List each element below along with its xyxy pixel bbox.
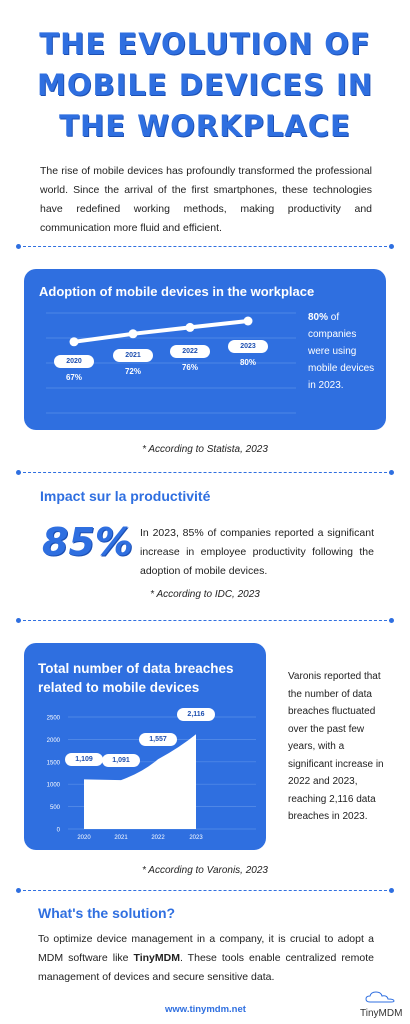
solution-heading: What's the solution? [38, 905, 176, 921]
adoption-side-text: 80% of companies were using mobile devic… [308, 309, 378, 394]
footer-logo-text: TinyMDM [360, 1008, 403, 1019]
breaches-x-tick: 2022 [151, 835, 165, 841]
breaches-series [84, 734, 196, 829]
adoption-year-label: 2022 [170, 345, 210, 358]
breaches-x-axis: 2020 2021 2022 2023 [77, 835, 203, 841]
breaches-value-label: 2,116 [177, 708, 215, 722]
solution-text-before: To optimize device management in a compa… [38, 933, 374, 964]
breaches-value-label: 1,091 [102, 754, 140, 768]
breaches-value-label: 1,557 [139, 733, 177, 747]
section-divider [16, 888, 394, 893]
adoption-source: * According to Statista, 2023 [142, 444, 268, 455]
adoption-year-label: 2021 [113, 349, 153, 362]
breaches-y-tick: 1500 [47, 760, 61, 766]
productivity-text: In 2023, 85% of companies reported a sig… [140, 527, 374, 577]
adoption-value-label: 67% [65, 373, 82, 382]
breaches-y-tick: 2500 [47, 716, 61, 722]
productivity-source: * According to IDC, 2023 [150, 589, 260, 600]
intro-paragraph: The rise of mobile devices has profoundl… [40, 165, 372, 234]
adoption-point [243, 316, 253, 326]
productivity-heading: Impact sur la productivité [40, 488, 211, 504]
breaches-heading-line-2: related to mobile devices [38, 680, 200, 695]
section-divider [16, 244, 394, 249]
title-line-1: The Evolution of [39, 27, 371, 61]
breaches-y-axis: 0 500 1000 1500 2000 2500 [47, 716, 61, 834]
footer-url[interactable]: www.tinymdm.net [165, 1004, 246, 1015]
breaches-card: Total number of data breaches related to… [24, 643, 266, 850]
adoption-value-label: 80% [239, 358, 256, 367]
cloud-logo-icon [365, 991, 395, 1003]
title-line-2: Mobile Devices in [36, 68, 374, 102]
adoption-value-label: 76% [181, 363, 198, 372]
adoption-value-label: 72% [124, 367, 141, 376]
breaches-y-tick: 0 [57, 828, 61, 834]
adoption-year-label: 2020 [54, 355, 94, 368]
adoption-line [72, 319, 250, 344]
adoption-point [128, 329, 138, 339]
solution-brand: TinyMDM [133, 952, 180, 964]
breaches-y-tick: 2000 [47, 738, 61, 744]
adoption-series [69, 316, 253, 347]
breaches-y-tick: 500 [50, 805, 61, 811]
breaches-x-tick: 2023 [189, 835, 203, 841]
breaches-y-tick: 1000 [47, 783, 61, 789]
breaches-chart: 0 500 1000 1500 2000 2500 2020 2021 2022 2023 [47, 716, 256, 841]
adoption-heading: Adoption of mobile devices in the workpl… [39, 284, 315, 299]
solution-text-after: . These tools enable centralized remote … [38, 952, 374, 983]
breaches-source: * According to Varonis, 2023 [141, 865, 268, 876]
breaches-side-text: Varonis reported that the number of data… [288, 671, 384, 822]
adoption-point [69, 337, 79, 347]
adoption-card: Adoption of mobile devices in the workpl… [24, 269, 386, 430]
breaches-x-tick: 2020 [77, 835, 91, 841]
breaches-x-tick: 2021 [114, 835, 128, 841]
breaches-heading: Total number of data breaches related to… [38, 659, 234, 697]
breaches-heading-line-1: Total number of data breaches [38, 661, 234, 676]
section-divider [16, 618, 394, 623]
page-title: The Evolution of Mobile Devices in the W… [0, 24, 410, 147]
title-line-3: the Workplace [59, 109, 351, 143]
adoption-year-label: 2023 [228, 340, 268, 353]
adoption-highlight: 80% [308, 312, 329, 323]
adoption-point [185, 322, 195, 332]
footer-logo: TinyMDM [360, 990, 403, 1019]
section-divider [16, 470, 394, 475]
productivity-big-value: 85% [42, 520, 133, 564]
adoption-side-text-rest: of companies were using mobile devices i… [308, 312, 375, 391]
breaches-area [84, 734, 196, 829]
solution-text: To optimize device management in a compa… [38, 930, 374, 987]
breaches-value-label: 1,109 [65, 753, 103, 767]
